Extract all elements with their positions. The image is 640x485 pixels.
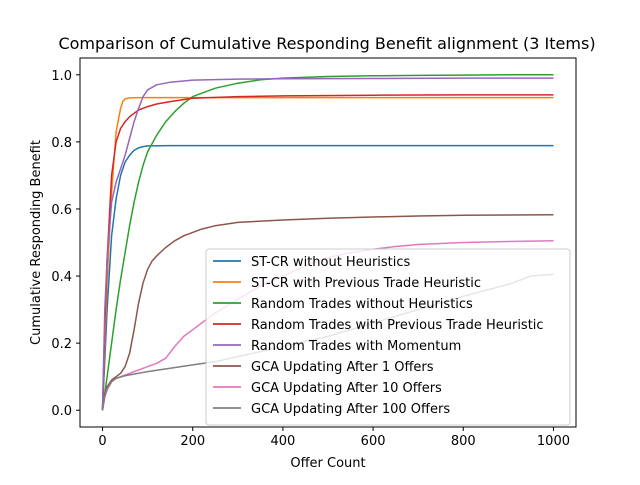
series-line-5 [101,77,554,411]
legend-label: ST-CR without Heuristics [251,255,411,270]
legend-box [205,248,571,426]
y-tick-label: 0.8 [51,136,72,151]
plot-frame [79,57,577,428]
legend: ST-CR without Heuristics ST-CR with Previ… [205,248,571,426]
series-line-6 [101,213,554,411]
y-tick-label: 1.0 [51,69,72,84]
legend-label: GCA Updating After 10 Offers [251,381,442,396]
legend-label: GCA Updating After 100 Offers [251,402,450,417]
x-tick-label: 800 [451,434,476,449]
series-line-3 [101,74,554,411]
y-tick-label: 0.2 [51,337,72,352]
y-tick-label: 0.4 [51,270,72,285]
y-axis-label: Cumulative Responding Benefit [29,140,44,345]
series-line-4 [101,94,554,411]
y-tick-label: 0.0 [51,404,72,419]
series-line-1 [101,144,554,411]
legend-label: Random Trades with Previous Trade Heuris… [251,318,544,333]
legend-label: ST-CR with Previous Trade Heuristic [251,276,481,291]
legend-label: Random Trades without Heuristics [251,297,473,312]
chart-title: Comparison of Cumulative Responding Bene… [58,34,595,53]
legend-label: Random Trades with Momentum [251,339,461,354]
x-tick-label: 400 [270,434,295,449]
y-axis: 0.0 0.2 0.4 0.6 0.8 1.0 [51,69,80,419]
x-tick-label: 600 [361,434,386,449]
x-axis: 0 200 400 600 800 1000 [98,427,570,449]
x-tick-label: 200 [180,434,205,449]
x-tick-label: 1000 [537,434,570,449]
plot-lines [101,74,554,411]
y-tick-label: 0.6 [51,203,72,218]
x-tick-label: 0 [98,434,106,449]
x-axis-label: Offer Count [290,456,365,471]
legend-label: GCA Updating After 1 Offers [251,360,434,375]
